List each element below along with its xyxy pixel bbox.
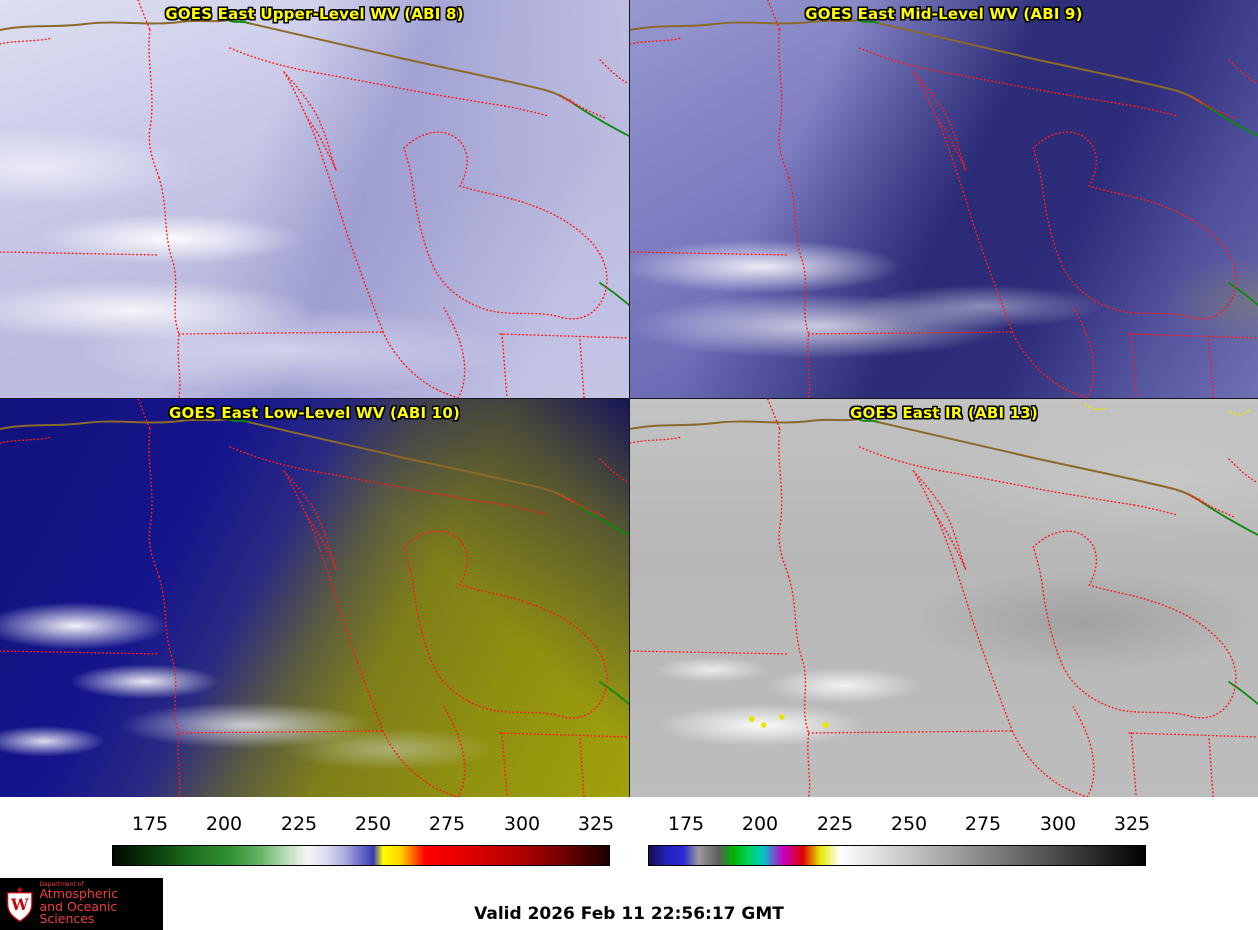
uw-crest-icon: W [6,886,33,923]
colorbar-tick: 300 [1039,813,1077,835]
colorbar-tick: 325 [577,813,615,835]
footer: W Department of Atmospheric and Oceanic … [0,878,1258,930]
logo-name-line2: and Oceanic Sciences [39,898,118,927]
satellite-panel-upper-level-wv: GOES East Upper-Level WV (ABI 8) [0,0,629,398]
valid-timestamp: Valid 2026 Feb 11 22:56:17 GMT [474,904,784,924]
ir-colorbar-group: 175 200 225 250 275 300 325 [629,797,1258,878]
colorbar-tick: 225 [280,813,318,835]
uw-aos-logo: W Department of Atmospheric and Oceanic … [0,878,163,930]
colorbar-tick: 200 [205,813,243,835]
map-overlay [0,0,629,398]
map-overlay [0,399,629,797]
panel-title: GOES East Low-Level WV (ABI 10) [168,404,461,422]
satellite-panel-ir: GOES East IR (ABI 13) [629,398,1258,797]
panel-title: GOES East Upper-Level WV (ABI 8) [165,5,464,23]
logo-name-line1: Atmospheric [39,885,119,901]
colorbar-tick: 325 [1113,813,1151,835]
colorbar-row: 175 200 225 250 275 300 325 175 200 225 … [0,797,1258,878]
panel-title: GOES East IR (ABI 13) [849,404,1038,422]
logo-department-label: Department of [39,880,84,888]
colorbar-tick: 300 [503,813,541,835]
colorbar-tick: 250 [890,813,928,835]
colorbar-tick: 250 [354,813,392,835]
satellite-panel-grid: GOES East Upper-Level WV (ABI 8) GOES Ea… [0,0,1258,797]
colorbar-tick: 275 [964,813,1002,835]
colorbar-tick: 275 [428,813,466,835]
map-overlay [630,0,1258,398]
colorbar-tick: 200 [741,813,779,835]
logo-text: Department of Atmospheric and Oceanic Sc… [39,880,158,927]
satellite-panel-low-level-wv: GOES East Low-Level WV (ABI 10) [0,398,629,797]
wv-colorbar [112,845,610,866]
ir-cold-top-marks [748,403,1252,728]
ir-colorbar [648,845,1146,866]
colorbar-tick: 225 [816,813,854,835]
wv-colorbar-group: 175 200 225 250 275 300 325 [0,797,629,878]
map-overlay [630,399,1258,797]
satellite-panel-mid-level-wv: GOES East Mid-Level WV (ABI 9) [629,0,1258,398]
colorbar-tick: 175 [667,813,705,835]
panel-title: GOES East Mid-Level WV (ABI 9) [805,5,1083,23]
crest-letter: W [10,895,29,914]
colorbar-tick: 175 [131,813,169,835]
